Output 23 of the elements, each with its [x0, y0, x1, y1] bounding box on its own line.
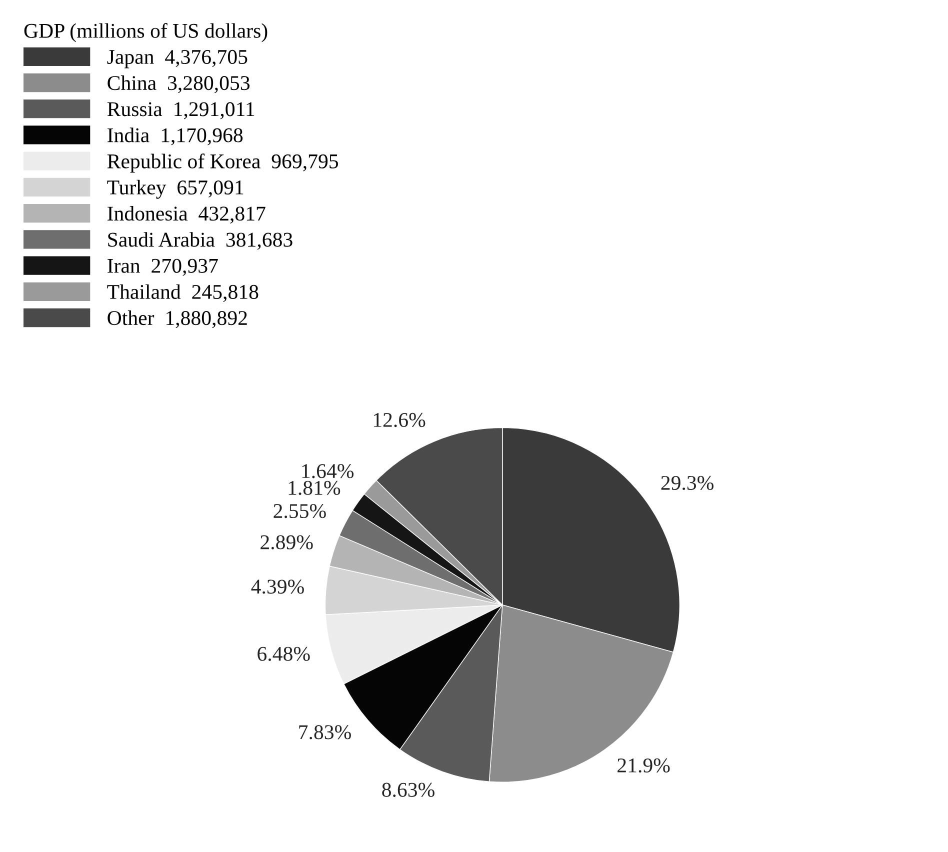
legend-label: Turkey 657,091	[107, 180, 244, 199]
data-label: 4.39%	[251, 580, 304, 594]
legend-label: Russia 1,291,011	[107, 102, 254, 120]
data-label: 1.81%	[288, 480, 340, 495]
legend-label: Iran 270,937	[108, 258, 218, 276]
legend-label: Other 1,880,892	[108, 310, 247, 328]
data-label: 12.6%	[374, 412, 426, 428]
legend-title: GDP (millions of US dollars)	[24, 23, 268, 42]
legend-label: China 3,280,053	[108, 75, 250, 94]
data-label: 7.83%	[299, 725, 351, 740]
data-label: 29.3%	[661, 476, 714, 490]
legend-label: Republic of Korea 969,795	[107, 154, 338, 173]
data-label: 6.48%	[258, 646, 310, 661]
data-label: 8.63%	[382, 782, 434, 797]
legend-label: India 1,170,968	[108, 128, 243, 146]
data-label: 21.9%	[618, 758, 670, 773]
legend-label: Indonesia 432,817	[108, 206, 266, 224]
data-label: 2.89%	[260, 535, 313, 550]
legend-label: Japan 4,376,705	[107, 50, 248, 68]
data-label: 2.55%	[274, 504, 326, 518]
legend-label: Saudi Arabia 381,683	[108, 232, 292, 250]
legend-label: Thailand 245,818	[107, 284, 258, 302]
data-label: 1.64%	[302, 464, 354, 478]
